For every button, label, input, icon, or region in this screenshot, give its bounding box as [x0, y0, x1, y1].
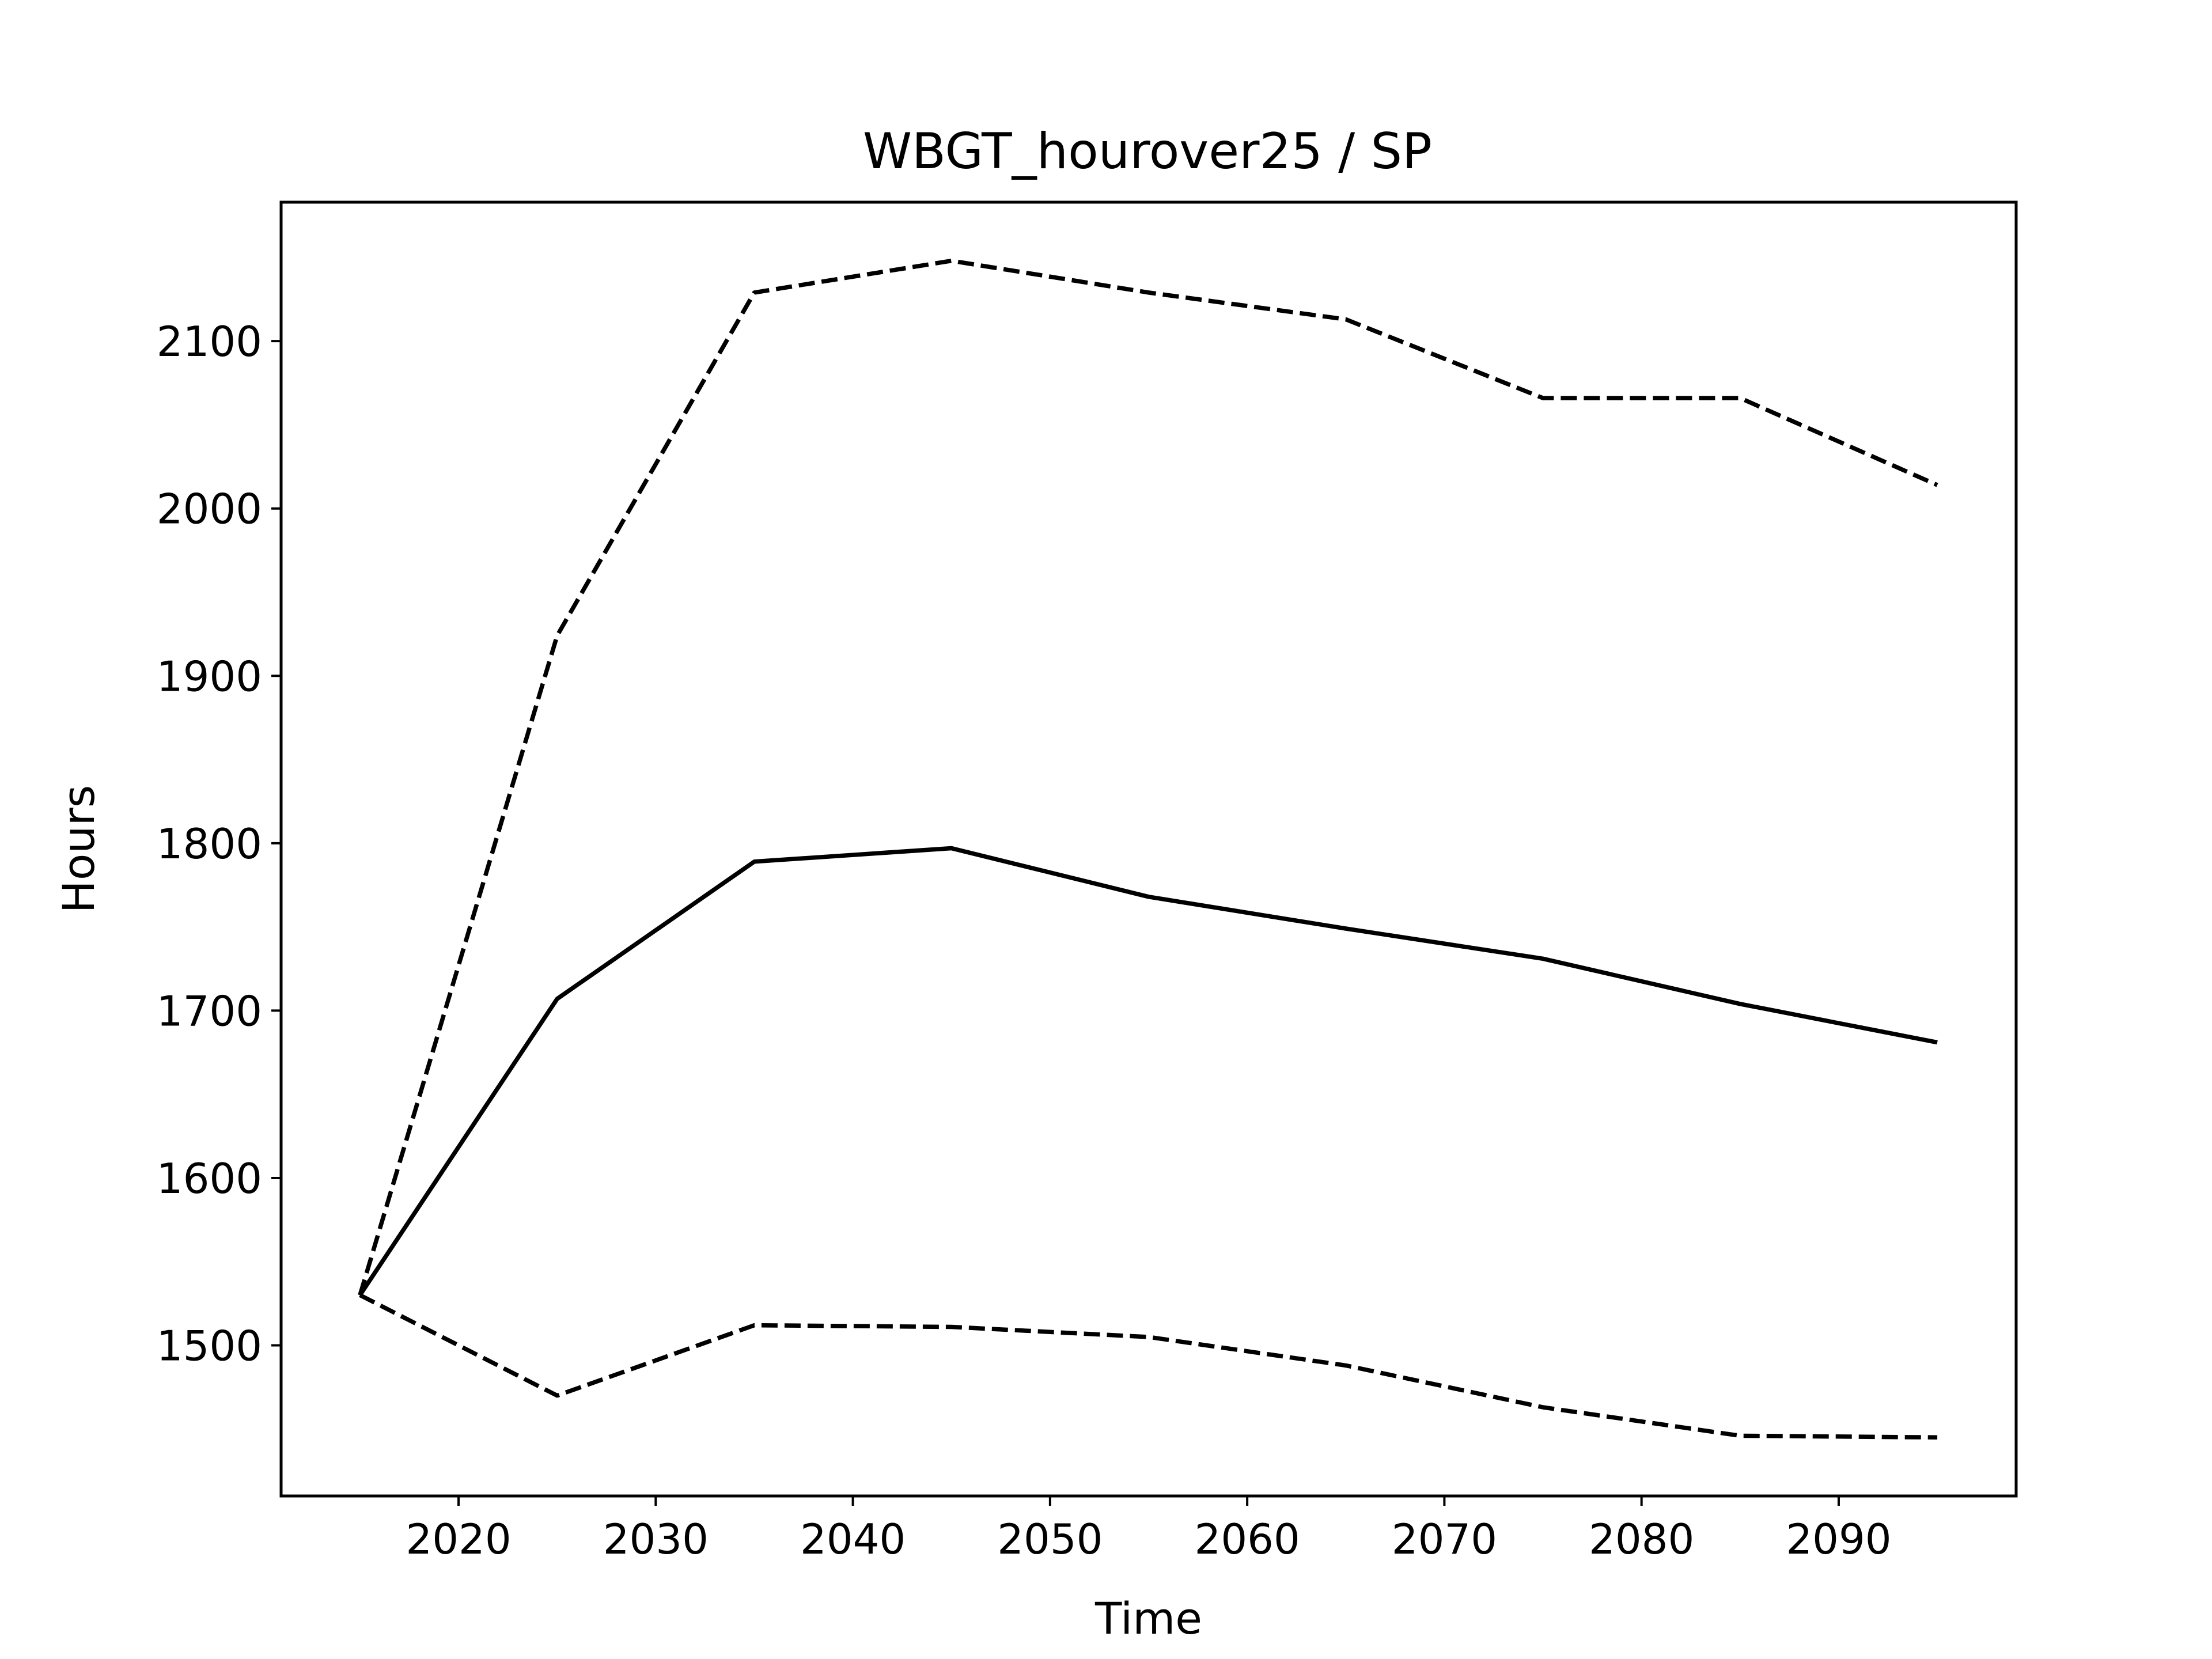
series-line-3	[359, 1293, 1938, 1440]
y-tick-label: 1700	[157, 987, 262, 1035]
series-line-1	[358, 846, 1938, 1297]
series-line-2	[358, 258, 1938, 1296]
x-tick-label: 2070	[1392, 1515, 1497, 1563]
chart-title: WBGT_hourover25 / SP	[863, 123, 1432, 180]
y-tick-label: 1500	[157, 1321, 262, 1370]
y-tick-label: 2100	[157, 317, 262, 366]
ticks-layer: 2020 2030 2040 2050 2060 2070 2080 2090 1500 1600…	[157, 317, 1892, 1563]
x-tick-label: 2030	[603, 1515, 709, 1563]
y-axis-label: Hours	[53, 785, 104, 914]
x-axis-label: Time	[1094, 1593, 1202, 1644]
y-tick-label: 1900	[157, 652, 262, 700]
y-tick-label: 1600	[157, 1154, 262, 1203]
x-tick-label: 2060	[1195, 1515, 1300, 1563]
x-tick-label: 2020	[406, 1515, 511, 1563]
x-tick-label: 2040	[800, 1515, 906, 1563]
x-tick-label: 2090	[1786, 1515, 1891, 1563]
x-tick-label: 2050	[997, 1515, 1103, 1563]
x-tick-label: 2080	[1589, 1515, 1694, 1563]
series-layer	[358, 258, 1938, 1440]
y-tick-label: 1800	[157, 820, 262, 868]
plot-frame	[279, 200, 2018, 1498]
y-tick-label: 2000	[157, 485, 262, 533]
